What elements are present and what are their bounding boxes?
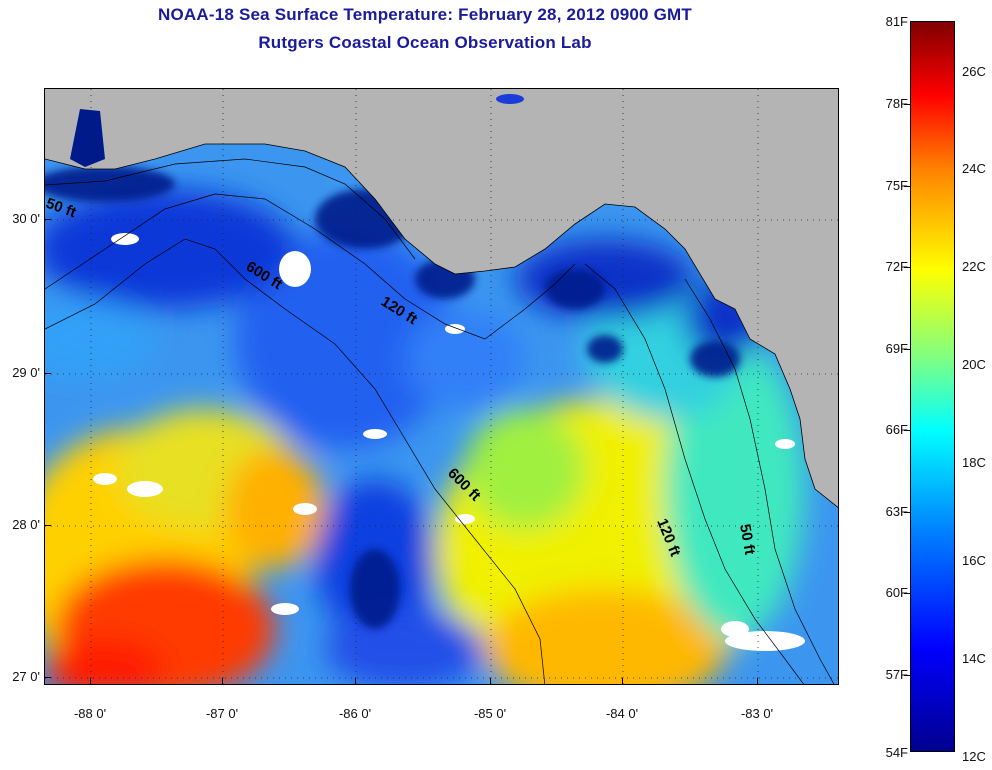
coastline <box>45 143 838 508</box>
lat-label-28: 28 0' <box>12 517 40 532</box>
lat-label-30: 30 0' <box>12 211 40 226</box>
colorbar-c-label: 26C <box>962 64 986 79</box>
lat-label-29: 29 0' <box>12 365 40 380</box>
lon-tick <box>90 678 91 685</box>
lat-tick <box>44 525 51 526</box>
contour-50ft-east <box>684 278 835 684</box>
colorbar-tick <box>904 430 910 431</box>
colorbar-tick <box>904 349 910 350</box>
colorbar-c-label: 16C <box>962 553 986 568</box>
colorbar-f-label: 54F <box>885 745 908 760</box>
colorbar-c-label: 20C <box>962 357 986 372</box>
graticule <box>45 89 838 684</box>
colorbar-c-label: 14C <box>962 651 986 666</box>
map-title: NOAA-18 Sea Surface Temperature: Februar… <box>158 5 692 24</box>
lon-label-88: -88 0' <box>73 706 107 721</box>
lon-label-86: -86 0' <box>338 706 372 721</box>
contour-label-50ft-east: 50 ft <box>736 523 758 556</box>
colorbar-f-label: 69F <box>885 341 908 356</box>
lon-tick <box>622 678 623 685</box>
contour-50ft-west <box>45 158 416 260</box>
colorbar-f-label: 63F <box>885 504 908 519</box>
colorbar-c-label: 18C <box>962 455 986 470</box>
lat-tick <box>44 677 51 678</box>
colorbar-tick <box>904 186 910 187</box>
colorbar-f-label: 81F <box>885 14 908 29</box>
sst-map-canvas: 50 ft 600 ft 120 ft 600 ft 120 ft 50 ft <box>45 89 838 684</box>
colorbar-f-label: 60F <box>885 585 908 600</box>
contour-600ft <box>45 238 546 684</box>
lat-tick <box>44 373 51 374</box>
colorbar-c-label: 12C <box>962 749 986 764</box>
lon-tick <box>490 678 491 685</box>
colorbar-tick <box>904 104 910 105</box>
lon-tick <box>355 678 356 685</box>
colorbar-f-label: 66F <box>885 422 908 437</box>
lon-label-87: -87 0' <box>205 706 239 721</box>
colorbar-tick <box>904 675 910 676</box>
colorbar-f-label: 75F <box>885 178 908 193</box>
sst-map: 50 ft 600 ft 120 ft 600 ft 120 ft 50 ft <box>44 88 839 685</box>
colorbar-f-label: 57F <box>885 667 908 682</box>
lon-label-84: -84 0' <box>605 706 639 721</box>
contour-120ft-east <box>584 263 804 684</box>
colorbar-f-label: 72F <box>885 259 908 274</box>
temperature-colorbar <box>910 21 955 752</box>
contour-120ft-west <box>45 193 576 340</box>
bay-shape <box>70 109 105 167</box>
colorbar-c-label: 24C <box>962 161 986 176</box>
lon-label-83: -83 0' <box>740 706 774 721</box>
colorbar-c-label: 22C <box>962 259 986 274</box>
map-subtitle: Rutgers Coastal Ocean Observation Lab <box>258 33 592 52</box>
lake-shape <box>496 94 524 104</box>
colorbar-f-label: 78F <box>885 96 908 111</box>
lon-label-85: -85 0' <box>473 706 507 721</box>
lon-tick <box>222 678 223 685</box>
colorbar-tick <box>904 593 910 594</box>
lat-label-27: 27 0' <box>12 669 40 684</box>
colorbar-tick <box>904 512 910 513</box>
colorbar-tick <box>904 267 910 268</box>
lon-tick <box>757 678 758 685</box>
lat-tick <box>44 219 51 220</box>
